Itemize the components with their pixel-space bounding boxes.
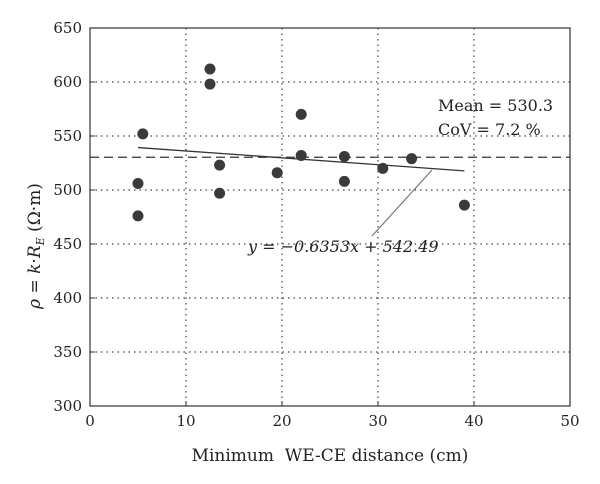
data-point [214, 187, 226, 199]
x-axis-title: Minimum WE-CE distance (cm) [192, 446, 469, 466]
data-point [132, 178, 144, 190]
data-points [132, 63, 470, 222]
y-tick-label: 500 [53, 181, 82, 199]
data-point [295, 108, 307, 120]
data-point [214, 159, 226, 171]
data-point [377, 162, 389, 174]
x-tick-label: 20 [272, 412, 291, 430]
y-axis-ticks: 300 350 400 450 500 550 600 650 [53, 19, 95, 415]
y-tick-label: 550 [53, 127, 82, 145]
equation-leader-line [371, 169, 433, 237]
x-tick-label: 40 [464, 412, 483, 430]
data-point [137, 128, 149, 140]
y-tick-label: 300 [53, 397, 82, 415]
x-tick-label: 0 [85, 412, 95, 430]
data-point [338, 175, 350, 187]
data-point [406, 153, 418, 165]
data-point [458, 199, 470, 211]
x-tick-label: 50 [560, 412, 579, 430]
y-tick-label: 400 [53, 289, 82, 307]
x-tick-label: 10 [176, 412, 195, 430]
y-axis-title: ρ = k·RE (Ω·m) [25, 183, 47, 310]
x-axis-ticks: 0 10 20 30 40 50 [85, 401, 580, 430]
cov-annotation: CoV = 7.2 % [438, 120, 541, 139]
y-tick-label: 650 [53, 19, 82, 37]
grid-lines [90, 28, 570, 406]
data-point [204, 63, 216, 75]
trendline-equation: y = −0.6353x + 542.49 [247, 237, 439, 256]
data-point [295, 149, 307, 161]
data-point [132, 210, 144, 222]
y-tick-label: 600 [53, 73, 82, 91]
plot-frame [89, 27, 571, 407]
data-point [338, 151, 350, 163]
mean-annotation: Mean = 530.3 [438, 96, 553, 115]
x-tick-label: 30 [368, 412, 387, 430]
data-point [271, 167, 283, 179]
y-tick-label: 450 [53, 235, 82, 253]
y-tick-label: 350 [53, 343, 82, 361]
data-point [204, 78, 216, 90]
